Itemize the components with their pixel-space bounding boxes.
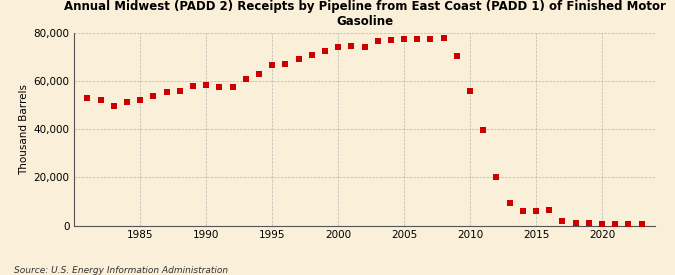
Point	[95, 98, 106, 103]
Point	[135, 98, 146, 103]
Point	[227, 85, 238, 89]
Point	[610, 222, 620, 227]
Point	[425, 37, 436, 41]
Point	[306, 53, 317, 57]
Point	[438, 35, 449, 40]
Point	[174, 89, 185, 93]
Point	[557, 218, 568, 223]
Point	[597, 222, 608, 227]
Point	[82, 96, 93, 100]
Point	[293, 57, 304, 62]
Point	[280, 62, 291, 67]
Point	[504, 200, 515, 205]
Text: Source: U.S. Energy Information Administration: Source: U.S. Energy Information Administ…	[14, 266, 227, 275]
Point	[359, 45, 370, 50]
Point	[333, 45, 344, 50]
Point	[148, 94, 159, 98]
Point	[200, 82, 211, 87]
Point	[623, 222, 634, 227]
Point	[531, 209, 541, 213]
Point	[412, 37, 423, 41]
Point	[544, 208, 555, 212]
Point	[161, 90, 172, 94]
Point	[452, 54, 462, 58]
Point	[319, 49, 330, 53]
Point	[518, 209, 529, 213]
Point	[464, 89, 475, 93]
Point	[583, 221, 594, 225]
Title: Annual Midwest (PADD 2) Receipts by Pipeline from East Coast (PADD 1) of Finishe: Annual Midwest (PADD 2) Receipts by Pipe…	[63, 0, 666, 28]
Point	[570, 221, 581, 225]
Point	[399, 37, 410, 41]
Point	[188, 84, 198, 88]
Point	[636, 222, 647, 227]
Point	[478, 128, 489, 133]
Y-axis label: Thousand Barrels: Thousand Barrels	[19, 84, 29, 175]
Point	[267, 63, 277, 68]
Point	[109, 104, 119, 109]
Point	[373, 39, 383, 44]
Point	[385, 38, 396, 42]
Point	[346, 44, 356, 48]
Point	[214, 85, 225, 89]
Point	[240, 76, 251, 81]
Point	[254, 72, 265, 76]
Point	[491, 175, 502, 180]
Point	[122, 99, 132, 104]
